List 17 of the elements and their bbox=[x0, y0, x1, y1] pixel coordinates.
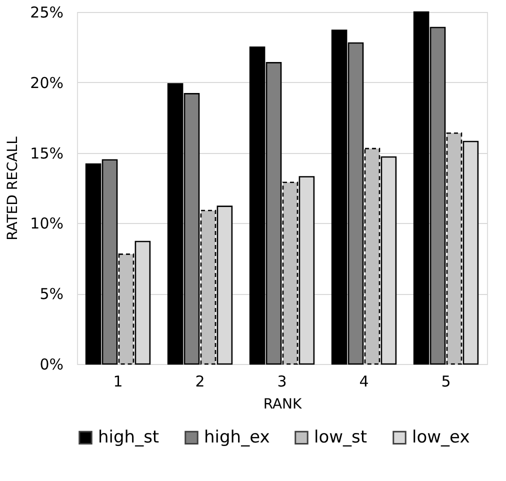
x-tick-label: 3 bbox=[277, 372, 287, 390]
y-axis-title: RATED RECALL bbox=[5, 136, 22, 240]
x-tick-label: 4 bbox=[359, 372, 369, 390]
y-tick-label: 20% bbox=[30, 74, 64, 92]
legend-label: high_st bbox=[98, 428, 160, 448]
x-tick-label: 1 bbox=[113, 372, 123, 390]
x-tick-label: 5 bbox=[441, 372, 451, 390]
y-tick-label: 15% bbox=[30, 144, 64, 162]
y-tick-label: 5% bbox=[40, 285, 64, 304]
legend-label: low_ex bbox=[412, 428, 470, 448]
x-axis-title: RANK bbox=[263, 396, 303, 412]
y-tick-label: 25% bbox=[30, 4, 64, 22]
y-tick-label: 10% bbox=[30, 214, 64, 233]
x-tick-label: 2 bbox=[195, 372, 205, 390]
legend-label: low_st bbox=[314, 428, 368, 448]
legend-label: high_ex bbox=[204, 428, 270, 448]
y-tick-label: 0% bbox=[40, 356, 64, 374]
